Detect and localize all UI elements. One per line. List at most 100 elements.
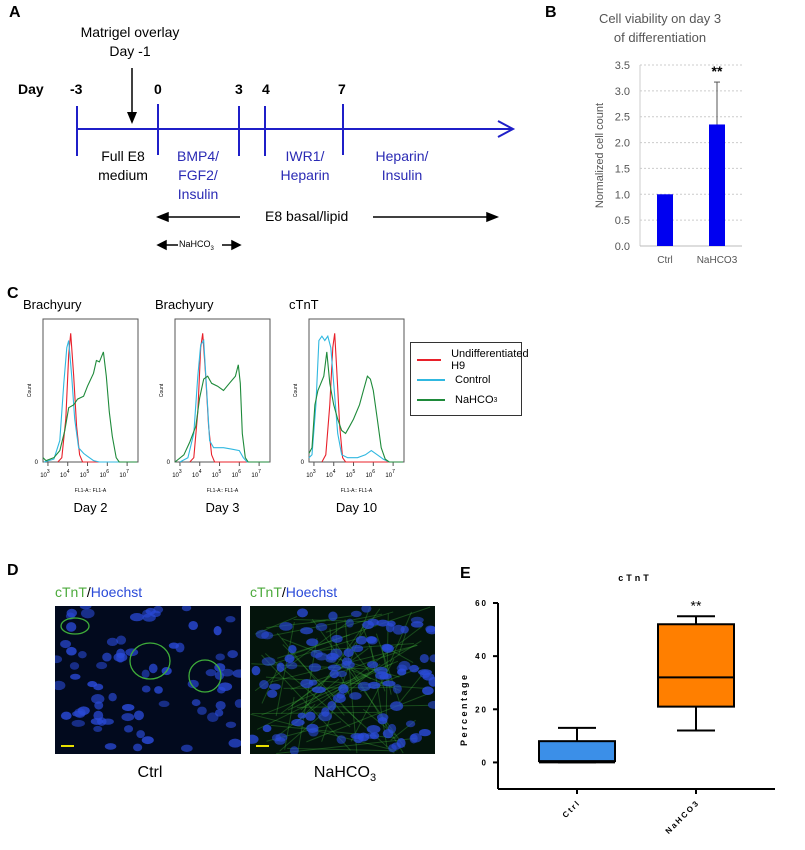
nucleus bbox=[228, 738, 241, 748]
nucleus bbox=[336, 735, 347, 744]
nucleus bbox=[141, 736, 154, 745]
nucleus bbox=[121, 713, 135, 722]
nucleus bbox=[60, 639, 72, 649]
nucleus bbox=[90, 718, 103, 725]
x-axis-label: FL1-A:: FL1-A bbox=[341, 488, 373, 494]
cell-membrane bbox=[254, 620, 351, 692]
nucleus bbox=[124, 725, 134, 733]
y-tick-label: 1.5 bbox=[615, 163, 630, 175]
series-nahco3 bbox=[308, 351, 403, 463]
cell-membrane bbox=[261, 654, 351, 751]
nucleus bbox=[284, 654, 295, 663]
nucleus bbox=[308, 663, 322, 672]
nucleus bbox=[418, 728, 431, 737]
x-tick-label: 105 bbox=[346, 469, 356, 479]
nucleus bbox=[310, 649, 323, 659]
nucleus bbox=[381, 643, 393, 651]
y-tick-label: 3.5 bbox=[615, 60, 630, 72]
nucleus bbox=[425, 625, 435, 635]
y-axis-label: Count bbox=[293, 383, 299, 397]
panel-label-a: A bbox=[9, 4, 21, 21]
y-tick-label: 20 bbox=[475, 705, 488, 714]
stage-full-e8: Full E8 medium bbox=[80, 147, 166, 185]
cell-membrane bbox=[306, 691, 433, 743]
nucleus bbox=[220, 668, 234, 677]
legend-swatch bbox=[417, 399, 445, 401]
nucleus bbox=[311, 686, 326, 694]
x-tick-label: 103 bbox=[172, 469, 182, 479]
nucleus bbox=[141, 685, 151, 693]
nucleus bbox=[419, 670, 431, 679]
bar-nahco3 bbox=[709, 124, 725, 246]
cell-membrane bbox=[296, 704, 429, 708]
stage-text: IWR1/ bbox=[285, 148, 325, 164]
chart-e-title: cTnT bbox=[618, 573, 652, 583]
y-axis-label: Percentage bbox=[459, 673, 469, 747]
stain-slash: / bbox=[86, 584, 91, 600]
legend-label: NaHCO bbox=[455, 394, 494, 406]
nucleus bbox=[357, 681, 371, 692]
nucleus bbox=[259, 679, 269, 690]
box-body bbox=[538, 740, 616, 763]
nucleus bbox=[345, 618, 354, 628]
series-control bbox=[43, 340, 137, 463]
x-tick-label: 103 bbox=[306, 469, 316, 479]
stain-blue: Hoechst bbox=[90, 584, 143, 600]
nucleus bbox=[297, 712, 307, 719]
nucleus bbox=[234, 699, 241, 708]
nucleus bbox=[300, 678, 314, 689]
y-tick-label: 60 bbox=[475, 599, 488, 608]
nucleus bbox=[351, 644, 364, 653]
nucleus bbox=[251, 665, 261, 676]
y-axis-label: Normalized cell count bbox=[594, 103, 606, 208]
cell-membrane bbox=[398, 632, 407, 655]
nucleus bbox=[55, 655, 63, 664]
nucleus bbox=[332, 693, 346, 703]
nucleus bbox=[279, 622, 293, 631]
nucleus bbox=[429, 654, 435, 663]
nucleus bbox=[71, 719, 85, 727]
chart-b-title: Cell viability on day 3 of differentiati… bbox=[585, 9, 735, 47]
nucleus bbox=[375, 671, 389, 680]
y-axis-label: Count bbox=[159, 383, 165, 397]
nucleus bbox=[410, 616, 424, 624]
cell-membrane bbox=[250, 713, 398, 752]
cell-membrane bbox=[275, 621, 295, 717]
histogram-caption: Day 2 bbox=[74, 500, 108, 515]
cell-membrane bbox=[361, 623, 386, 692]
cell-membrane bbox=[312, 642, 414, 652]
y-axis-label: Count bbox=[27, 383, 33, 397]
cell-membrane bbox=[344, 619, 358, 754]
nucleus bbox=[60, 711, 72, 720]
cell-membrane bbox=[188, 659, 222, 693]
nahco3-text: NaHCO bbox=[179, 239, 211, 249]
box-nahco3 bbox=[657, 615, 735, 732]
stage-text: BMP4/ bbox=[176, 148, 219, 164]
nucleus bbox=[141, 669, 150, 679]
nucleus bbox=[102, 652, 112, 662]
cell-membrane bbox=[300, 678, 340, 711]
day-tick-minus3: -3 bbox=[70, 81, 83, 97]
panel-label-d: D bbox=[7, 562, 19, 579]
nucleus bbox=[331, 634, 343, 643]
chart-b-title-line: of differentiation bbox=[613, 30, 707, 45]
nucleus bbox=[338, 684, 349, 694]
stage-text: FGF2/ bbox=[178, 167, 218, 183]
series-nahco3 bbox=[174, 364, 269, 463]
nucleus bbox=[232, 669, 241, 678]
panel-label-e: E bbox=[460, 565, 471, 582]
nucleus bbox=[215, 700, 226, 710]
nucleus bbox=[291, 718, 305, 727]
matrigel-note: Matrigel overlay Day -1 bbox=[70, 23, 190, 61]
significance-mark: ** bbox=[691, 597, 702, 613]
stain-label-ctrl: cTnT/Hoechst bbox=[55, 584, 142, 600]
stage-iwr1: IWR1/ Heparin bbox=[270, 147, 340, 185]
day-tick-7: 7 bbox=[338, 81, 346, 97]
cell-membrane bbox=[261, 663, 281, 704]
x-tick-label: 107 bbox=[385, 469, 395, 479]
nucleus bbox=[350, 610, 362, 618]
nahco3-window-label: NaHCO3 bbox=[179, 239, 214, 252]
x-tick-label: 105 bbox=[80, 469, 90, 479]
nucleus bbox=[274, 737, 286, 745]
